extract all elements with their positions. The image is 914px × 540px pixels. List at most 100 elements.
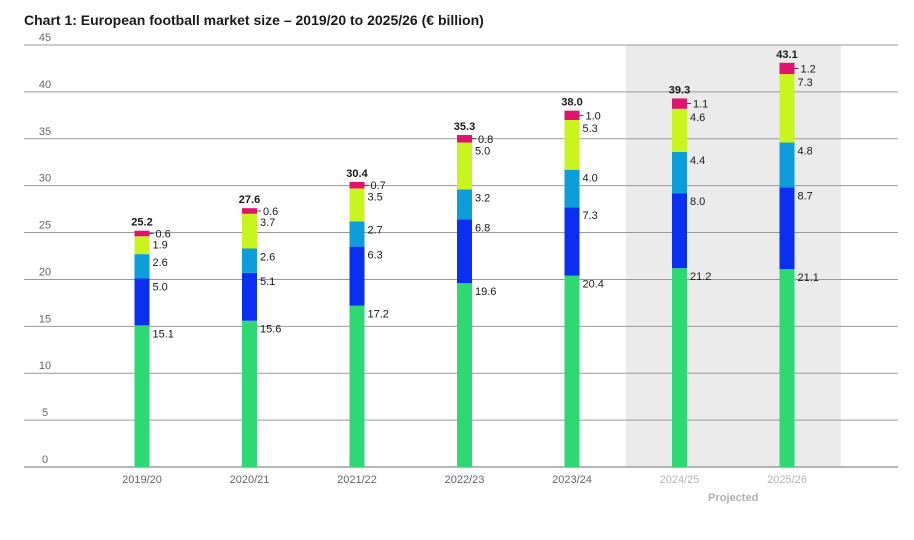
y-tick-label: 45 [39,32,51,44]
bar-segment [242,248,257,273]
total-label: 35.3 [454,121,475,133]
y-tick-label: 5 [42,407,48,419]
data-label: 0.8 [478,134,493,146]
data-label: 21.1 [798,272,819,284]
bar-segment [349,181,365,189]
projected-shading-layer [625,45,841,467]
x-tick-label: 2021/22 [337,474,377,486]
data-label: 19.6 [475,286,496,298]
projected-caption: Projected [708,492,758,504]
total-label: 39.3 [669,84,690,96]
data-label: 5.0 [475,146,490,158]
total-label: 27.6 [239,194,260,206]
data-label: 4.0 [583,173,598,185]
data-label: 1.1 [693,99,708,111]
x-tick-label: 2023/24 [552,474,592,486]
data-label: 20.4 [583,279,604,291]
bar-segment [672,98,687,109]
data-label: 6.8 [475,222,490,234]
data-label: 1.9 [153,239,168,251]
data-label: 7.3 [798,77,813,89]
data-label: 2.6 [153,257,168,269]
bar-segment [242,208,257,214]
y-tick-label: 10 [39,360,51,372]
y-tick-label: 30 [39,173,51,185]
y-tick-label: 35 [39,126,51,138]
y-tick-label: 20 [39,266,51,278]
data-label: 17.2 [368,309,389,321]
bar-segment [779,74,795,143]
chart-title: Chart 1: European football market size –… [24,12,484,28]
bar-segment [134,254,150,279]
bar-segment [349,305,365,467]
data-label: 5.3 [583,123,598,135]
bar-segment [134,278,150,326]
data-label: 1.0 [586,110,601,122]
bar-segment [779,62,795,75]
bar-segment [242,213,257,249]
total-label: 43.1 [776,49,797,61]
data-label: 0.7 [371,180,386,192]
data-label: 2.6 [260,251,275,263]
bar-segment [134,236,150,255]
data-label: 7.3 [583,210,598,222]
bar-segment [672,268,687,467]
data-label: 4.4 [690,155,705,167]
x-tick-label: 2020/21 [230,474,270,486]
data-label: 5.0 [153,282,168,294]
bar-segment [134,325,150,467]
bar-segment [672,108,687,152]
data-label: 15.6 [260,324,281,336]
data-label: 5.1 [260,276,275,288]
bar-segment [457,142,472,190]
data-label: 4.8 [798,146,813,158]
data-label: 1.2 [801,63,816,75]
bars [134,62,795,467]
data-label: 3.7 [260,217,275,229]
y-tick-label: 15 [39,313,51,325]
x-tick-label: 2022/23 [445,474,485,486]
bar-segment [564,110,580,121]
data-label: 3.5 [368,191,383,203]
bar-segment [349,188,365,222]
x-tick-label: 2019/20 [122,474,162,486]
data-label: 21.2 [690,271,711,283]
bar-segment [779,142,795,188]
bar-segment [779,269,795,467]
bar-segment [349,246,365,306]
bar-segment [457,219,472,284]
data-label: 4.6 [690,112,705,124]
projected-region [625,45,841,467]
data-label: 6.3 [368,250,383,262]
total-label: 30.4 [346,168,368,180]
bar-segment [349,221,365,247]
bar-segment [564,169,580,208]
bar-segment [564,120,580,170]
data-label: 2.7 [368,224,383,236]
bar-segment [672,193,687,269]
data-label: 8.7 [798,191,813,203]
bar-segment [564,275,580,467]
bar-segment [779,187,795,270]
bar-segment [457,283,472,467]
data-label: 8.0 [690,196,705,208]
bar-segment [457,189,472,220]
bar-segment [457,135,472,143]
total-label: 38.0 [561,97,582,109]
data-label: 15.1 [153,328,174,340]
data-label: 0.6 [263,206,278,218]
y-tick-label: 25 [39,220,51,232]
y-tick-label: 40 [39,79,51,91]
data-label: 0.6 [156,228,171,240]
bar-segment [134,230,150,237]
y-tick-label: 0 [42,454,48,466]
x-tick-label: 2024/25 [660,474,700,486]
bar-segment [672,151,687,194]
x-tick-label: 2025/26 [767,474,807,486]
bar-segment [242,320,257,467]
bar-segment [564,207,580,276]
labels: 15.15.02.61.90.625.22019/2015.65.12.63.7… [122,49,819,504]
data-label: 3.2 [475,192,490,204]
total-label: 25.2 [131,217,152,229]
